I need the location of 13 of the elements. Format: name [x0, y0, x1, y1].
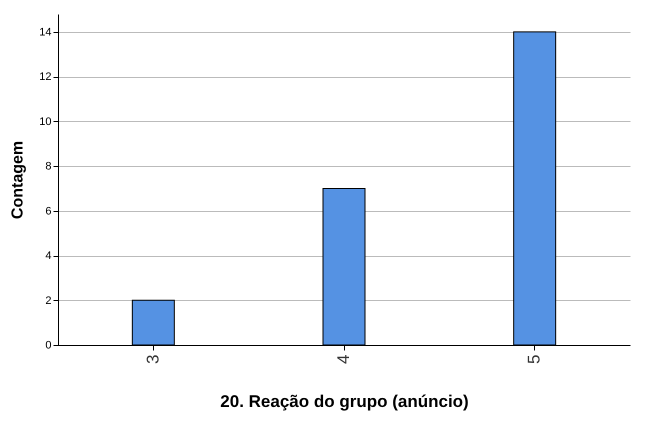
x-tick-label: 4 — [334, 354, 353, 364]
x-tick-label: 5 — [524, 354, 544, 364]
y-tick-label: 4 — [45, 250, 52, 262]
y-tick-label: 6 — [45, 205, 52, 218]
y-tick-label: 8 — [45, 160, 52, 173]
x-axis-title: 20. Reação do grupo (anúncio) — [220, 392, 469, 411]
y-axis-title: Contagem — [9, 140, 26, 220]
y-tick-label: 10 — [39, 116, 52, 128]
x-tick-label: 3 — [143, 354, 162, 364]
y-tick-label: 2 — [45, 294, 52, 307]
y-tick-label: 14 — [39, 26, 52, 38]
y-tick-label: 12 — [39, 71, 52, 84]
y-tick-label: 0 — [45, 340, 52, 352]
